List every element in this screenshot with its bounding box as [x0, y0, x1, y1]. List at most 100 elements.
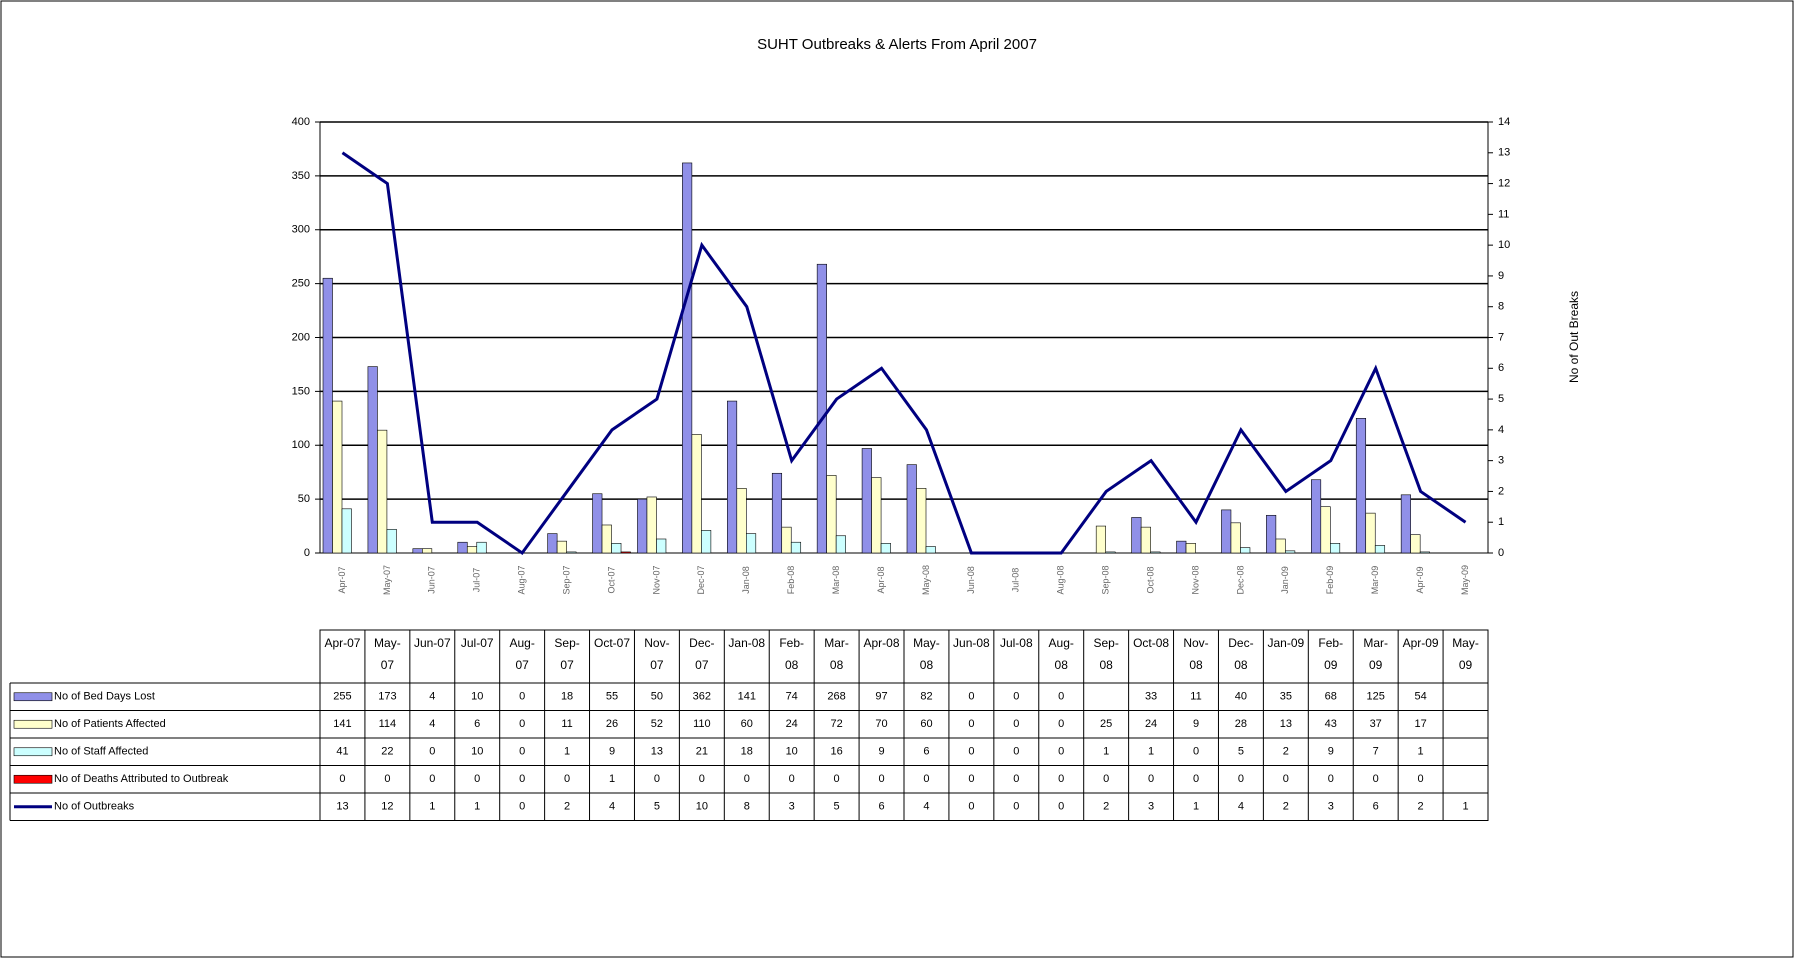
table-cell: 55: [606, 691, 618, 703]
table-header-text: Jun-08: [953, 636, 990, 650]
table-cell: 0: [1058, 746, 1064, 758]
y2-tick-label: 11: [1498, 208, 1509, 220]
table-cell: 9: [1193, 718, 1199, 730]
table-cell: 0: [1148, 773, 1154, 785]
bar: [790, 541, 802, 554]
y-tick-label: 0: [304, 547, 310, 559]
bar: [1285, 550, 1296, 554]
y2-tick-label: 8: [1498, 301, 1504, 313]
table-cell: 22: [381, 746, 393, 758]
bar: [691, 434, 702, 554]
table-cell: 255: [333, 691, 351, 703]
table-header-cell: Jun-07: [413, 636, 451, 650]
table-cell: 70: [875, 718, 887, 730]
table-cell: 1: [1193, 801, 1199, 813]
table-header-cell: Apr-07: [324, 636, 360, 650]
table-header-cell: Mar-09: [1363, 636, 1388, 672]
table-cell: 0: [519, 691, 525, 703]
table-cell: 13: [1280, 718, 1292, 730]
table-cell: 0: [474, 773, 480, 785]
table-cell: 11: [1190, 691, 1201, 703]
x-tick-label: Sep-08: [1101, 565, 1111, 594]
x-tick-label: Jan-08: [741, 566, 751, 594]
bar: [1374, 545, 1386, 554]
y2-tick-label: 0: [1498, 547, 1504, 559]
table-cell: 7: [1373, 746, 1379, 758]
table-cell: 10: [471, 746, 483, 758]
table-header-cell: Dec-07: [689, 636, 714, 672]
bar: [1330, 543, 1341, 554]
bar: [781, 526, 792, 554]
bar: [1240, 547, 1251, 554]
bar: [457, 541, 468, 554]
bar: [1230, 522, 1241, 554]
legend-label: No of Deaths Attributed to Outbreak: [54, 773, 229, 785]
table-header-text: Jan-09: [1267, 636, 1305, 650]
table-cell: 0: [878, 773, 884, 785]
table-header-text: May-09: [1452, 636, 1479, 672]
bar: [1221, 509, 1232, 554]
table-cell: 0: [968, 691, 974, 703]
x-tick-label: Mar-09: [1370, 566, 1380, 595]
table-cell: 25: [1100, 718, 1112, 730]
legend-swatch: [13, 719, 53, 729]
x-tick-label: Feb-08: [786, 566, 796, 595]
table-cell: 10: [471, 691, 483, 703]
bar: [835, 535, 846, 554]
table-cell: 0: [1058, 801, 1064, 813]
bar: [880, 543, 891, 554]
table-cell: 4: [1238, 801, 1244, 813]
table-cell: 0: [1013, 718, 1019, 730]
table-cell: 9: [878, 746, 884, 758]
x-tick-label: May-08: [921, 565, 931, 595]
table-header-text: Jul-08: [999, 636, 1033, 650]
x-tick-label: Jun-07: [427, 566, 437, 594]
bar: [925, 546, 936, 554]
table-cell: 18: [741, 746, 753, 758]
table-cell: 5: [834, 801, 840, 813]
table-cell: 4: [429, 718, 435, 730]
table-cell: 52: [651, 718, 663, 730]
bar: [566, 551, 577, 554]
table-cell: 362: [693, 691, 711, 703]
bar: [367, 366, 378, 554]
table-cell: 0: [1013, 801, 1019, 813]
x-tick-label: Nov-07: [651, 565, 661, 594]
table-cell: 6: [474, 718, 480, 730]
x-tick-label: Aug-08: [1056, 565, 1066, 594]
bar: [332, 400, 343, 554]
bar: [1105, 551, 1116, 554]
table-header-text: Aug-08: [1048, 636, 1074, 672]
table-cell: 1: [1103, 746, 1109, 758]
table-cell: 41: [336, 746, 348, 758]
table-cell: 0: [923, 773, 929, 785]
table-header-text: May-07: [374, 636, 401, 672]
bar: [1185, 543, 1196, 554]
table-cell: 1: [1148, 746, 1154, 758]
table-header-text: Jun-07: [413, 636, 451, 650]
table-cell: 2: [1283, 801, 1289, 813]
table-header-cell: Sep-08: [1093, 636, 1118, 672]
y-tick-label: 100: [292, 439, 310, 451]
table-header-cell: Jan-08: [728, 636, 765, 650]
table-cell: 0: [429, 746, 435, 758]
table-cell: 0: [789, 773, 795, 785]
table-header-cell: Oct-07: [594, 636, 630, 650]
table-header-text: Apr-09: [1402, 636, 1439, 650]
table-cell: 68: [1325, 691, 1337, 703]
table-cell: 0: [968, 773, 974, 785]
legend-swatch: [13, 747, 53, 757]
legend-swatch: [13, 774, 53, 784]
table-cell: 0: [654, 773, 660, 785]
table-cell: 0: [968, 801, 974, 813]
table-cell: 1: [1418, 746, 1424, 758]
table-cell: 0: [564, 773, 570, 785]
bar: [1140, 526, 1151, 554]
table-cell: 82: [920, 691, 932, 703]
bar: [601, 524, 612, 554]
x-tick-label: Jun-08: [966, 566, 976, 594]
table-cell: 10: [696, 801, 708, 813]
table-cell: 0: [384, 773, 390, 785]
table-cell: 2: [1418, 801, 1424, 813]
bar: [1355, 418, 1367, 554]
